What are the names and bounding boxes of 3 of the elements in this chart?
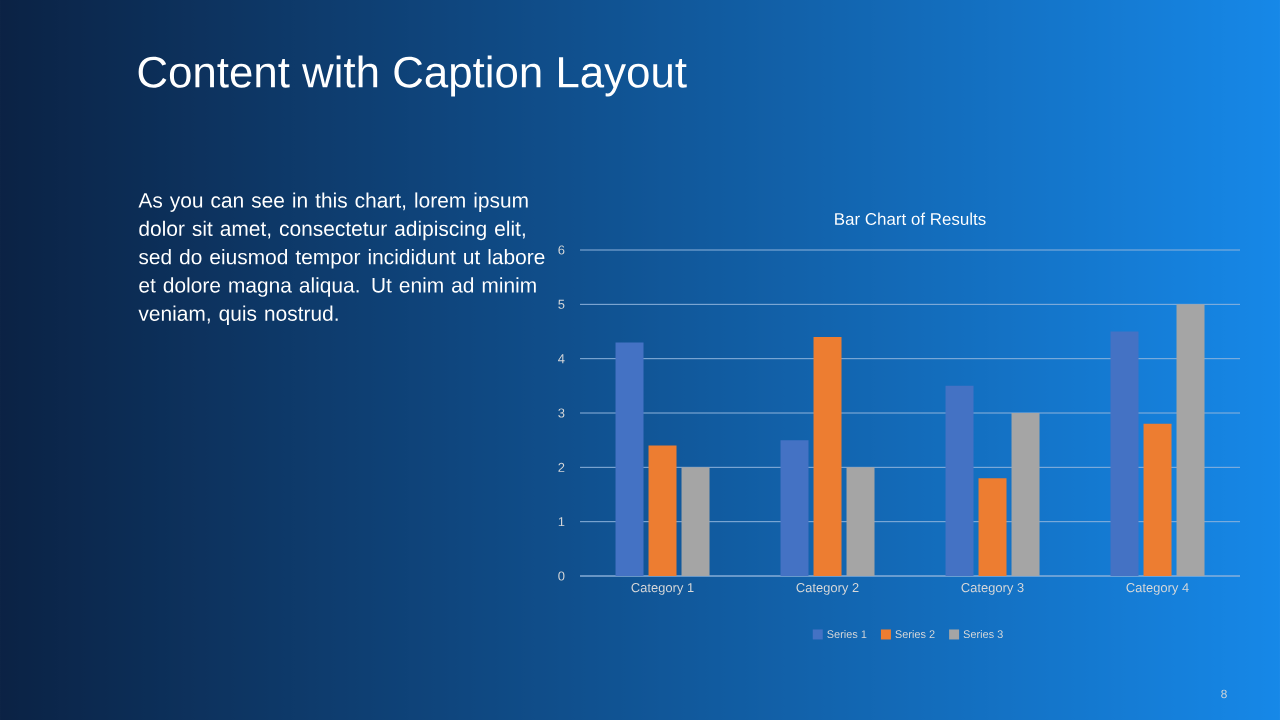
text: Content with Caption Layout: [138, 55, 687, 97]
text: As you can see in this chart, lorem ipsum dolor sit amet, consectetur adipiscing elit, sed do eiusmod tempor incididunt ut labore et dolore magna aliqua. Ut enim ad minim veniam, quis nostrud.: [138, 192, 545, 326]
chart-title: Bar Chart of Results: [835, 212, 986, 225]
